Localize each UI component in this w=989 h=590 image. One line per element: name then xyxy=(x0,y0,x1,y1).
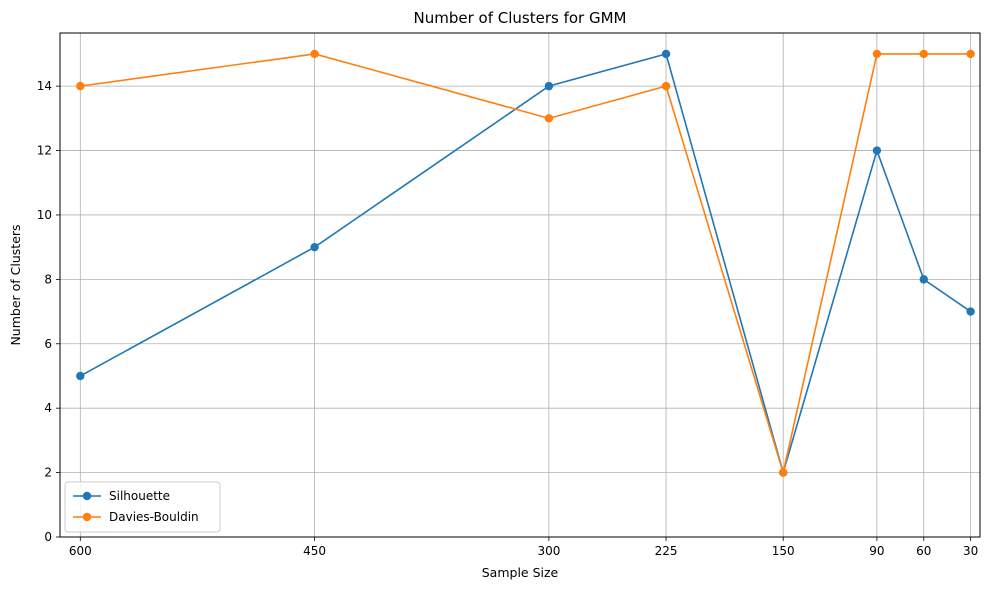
data-point-silhouette xyxy=(919,275,928,284)
x-tick-label: 600 xyxy=(69,544,92,558)
y-axis: 0 2 4 6 8 10 12 14 xyxy=(37,79,60,544)
grid-lines xyxy=(60,33,980,538)
series-line-silhouette xyxy=(79,52,972,476)
y-tick-label: 14 xyxy=(37,79,52,93)
y-tick-label: 10 xyxy=(37,208,52,222)
legend-label-silhouette: Silhouette xyxy=(109,489,170,503)
legend-marker-davies-bouldin xyxy=(82,512,92,522)
y-tick-label: 0 xyxy=(44,530,52,544)
data-point-silhouette xyxy=(661,49,671,59)
y-tick-label: 4 xyxy=(44,401,52,415)
y-tick-label: 12 xyxy=(37,144,52,158)
y-axis-label: Number of Clusters xyxy=(8,224,23,345)
x-axis-label: Sample Size xyxy=(482,565,559,580)
x-tick-label: 150 xyxy=(772,544,795,558)
data-point-davies-bouldin xyxy=(778,468,788,477)
x-tick-label: 60 xyxy=(916,544,931,558)
data-point-davies-bouldin xyxy=(919,49,928,59)
legend-label-davies-bouldin: Davies-Bouldin xyxy=(109,510,199,524)
x-axis: 600 450 300 225 150 90 60 30 xyxy=(69,537,978,558)
data-point-silhouette xyxy=(544,81,554,91)
data-point-davies-bouldin xyxy=(966,49,975,59)
legend: Silhouette Davies-Bouldin xyxy=(64,481,221,533)
chart-title: Number of Clusters for GMM xyxy=(414,9,627,27)
data-point-davies-bouldin xyxy=(544,114,554,123)
data-point-silhouette xyxy=(76,371,85,381)
y-tick-label: 8 xyxy=(44,272,52,286)
data-point-davies-bouldin xyxy=(872,49,882,59)
y-tick-label: 2 xyxy=(44,466,52,480)
data-point-silhouette xyxy=(310,242,319,252)
data-point-davies-bouldin xyxy=(310,49,319,59)
series-line-davies-bouldin xyxy=(80,53,971,476)
data-point-davies-bouldin xyxy=(76,81,85,91)
series-group xyxy=(76,49,975,477)
data-point-silhouette xyxy=(966,307,975,316)
data-point-silhouette xyxy=(872,146,882,155)
y-tick-label: 6 xyxy=(44,337,52,351)
data-point-davies-bouldin xyxy=(661,81,671,91)
x-tick-label: 225 xyxy=(655,544,678,558)
x-tick-label: 450 xyxy=(303,544,326,558)
x-tick-label: 300 xyxy=(537,544,560,558)
x-tick-label: 30 xyxy=(963,544,978,558)
x-tick-label: 90 xyxy=(869,544,884,558)
legend-marker-silhouette xyxy=(82,491,92,501)
legend-box xyxy=(64,481,221,533)
plot-frame xyxy=(59,32,981,538)
